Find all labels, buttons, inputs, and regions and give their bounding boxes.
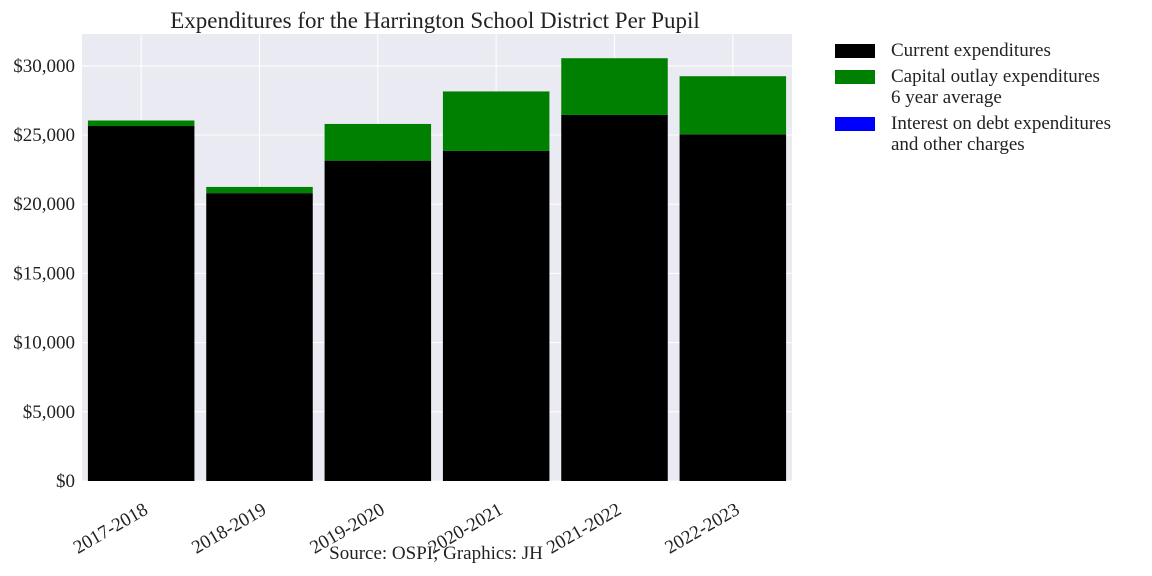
y-tick-label: $20,000 bbox=[13, 194, 75, 215]
legend: Current expenditures Capital outlay expe… bbox=[835, 40, 1145, 160]
legend-label-capital-line2: 6 year average bbox=[891, 87, 1002, 108]
legend-item-capital: Capital outlay expenditures 6 year avera… bbox=[835, 66, 1145, 108]
y-tick-label: $25,000 bbox=[13, 125, 75, 146]
chart-title: Expenditures for the Harrington School D… bbox=[170, 8, 700, 33]
bar-segment-current bbox=[561, 114, 668, 482]
y-tick-label: $5,000 bbox=[23, 402, 75, 423]
bar-segment-current bbox=[324, 160, 432, 481]
legend-swatch-capital bbox=[835, 70, 875, 84]
plot-area bbox=[82, 34, 792, 481]
y-tick-label: $0 bbox=[56, 471, 75, 492]
bar-segment-current bbox=[87, 126, 195, 481]
y-tick-label: $30,000 bbox=[13, 56, 75, 77]
legend-item-interest: Interest on debt expenditures and other … bbox=[835, 113, 1145, 155]
y-axis-ticks: $0 $5,000 $10,000 $15,000 $20,000 $25,000 $30,… bbox=[13, 56, 75, 492]
legend-swatch-interest bbox=[835, 117, 875, 131]
y-tick-label: $15,000 bbox=[13, 263, 75, 284]
y-tick-label: $10,000 bbox=[13, 333, 75, 354]
bar-segment-capital bbox=[206, 186, 313, 194]
legend-label-interest-line2: and other charges bbox=[891, 134, 1025, 155]
legend-label-capital: Capital outlay expenditures bbox=[891, 66, 1100, 87]
bar-segment-current bbox=[206, 193, 313, 481]
bars bbox=[87, 58, 787, 482]
bar-segment-capital bbox=[679, 76, 787, 135]
bar-segment-current bbox=[679, 134, 787, 481]
bar-segment-capital bbox=[442, 91, 550, 151]
bar-segment-capital bbox=[324, 123, 432, 161]
legend-swatch-current bbox=[835, 44, 875, 58]
bar-segment-capital bbox=[561, 58, 668, 115]
source-note: Source: OSPI; Graphics: JH bbox=[329, 543, 543, 564]
bar-segment-current bbox=[442, 150, 550, 481]
legend-label-interest: Interest on debt expenditures bbox=[891, 113, 1112, 134]
legend-label-current: Current expenditures bbox=[891, 40, 1051, 61]
bar-segment-capital bbox=[87, 120, 195, 127]
legend-item-current: Current expenditures bbox=[835, 40, 1145, 61]
